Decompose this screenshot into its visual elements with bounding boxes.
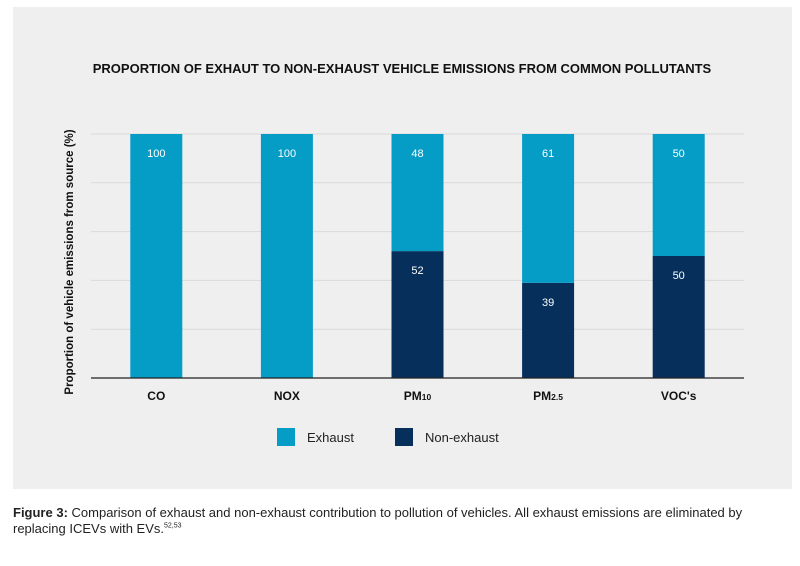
figure-caption: Figure 3: Comparison of exhaust and non-… — [13, 505, 793, 537]
bar-exhaust — [130, 134, 183, 378]
bar-non-exhaust — [391, 251, 444, 378]
chart-panel: PROPORTION OF EXHAUT TO NON-EXHAUST VEHI… — [13, 7, 792, 489]
bars: 100 100 52 48 39 61 50 50 — [130, 134, 705, 378]
data-label: 100 — [278, 148, 296, 160]
y-axis-label: Proportion of vehicle emissions from sou… — [64, 129, 76, 394]
x-tick-label: NOX — [274, 389, 300, 403]
x-tick-label: VOC's — [661, 389, 697, 403]
chart-title: PROPORTION OF EXHAUT TO NON-EXHAUST VEHI… — [93, 61, 712, 76]
x-tick-label: CO — [147, 389, 165, 403]
data-label: 50 — [673, 148, 685, 160]
data-label: 100 — [147, 148, 165, 160]
chart: PROPORTION OF EXHAUT TO NON-EXHAUST VEHI… — [64, 61, 744, 446]
x-tick-label: PM2.5 — [533, 389, 563, 403]
bar-exhaust — [391, 134, 444, 252]
legend-swatch — [395, 428, 413, 446]
legend-label: Non-exhaust — [425, 430, 499, 445]
bar-non-exhaust — [652, 256, 705, 378]
bar-exhaust — [522, 134, 575, 283]
caption-references: 52,53 — [164, 522, 182, 530]
bar-exhaust — [652, 134, 705, 256]
caption-label: Figure 3: — [13, 505, 68, 520]
caption-text: Comparison of exhaust and non-exhaust co… — [13, 505, 743, 536]
data-label: 61 — [542, 148, 554, 160]
x-tick-label: PM10 — [404, 389, 432, 403]
bar-non-exhaust — [522, 282, 575, 378]
legend-swatch — [277, 428, 295, 446]
data-label: 52 — [411, 265, 423, 277]
legend: Exhaust Non-exhaust — [277, 428, 499, 446]
legend-label: Exhaust — [307, 430, 354, 445]
x-tick-labels: CO NOX PM10 PM2.5 VOC's — [147, 389, 696, 403]
data-label: 48 — [411, 148, 423, 160]
data-label: 50 — [673, 270, 685, 282]
bar-exhaust — [260, 134, 313, 378]
data-label: 39 — [542, 297, 554, 309]
